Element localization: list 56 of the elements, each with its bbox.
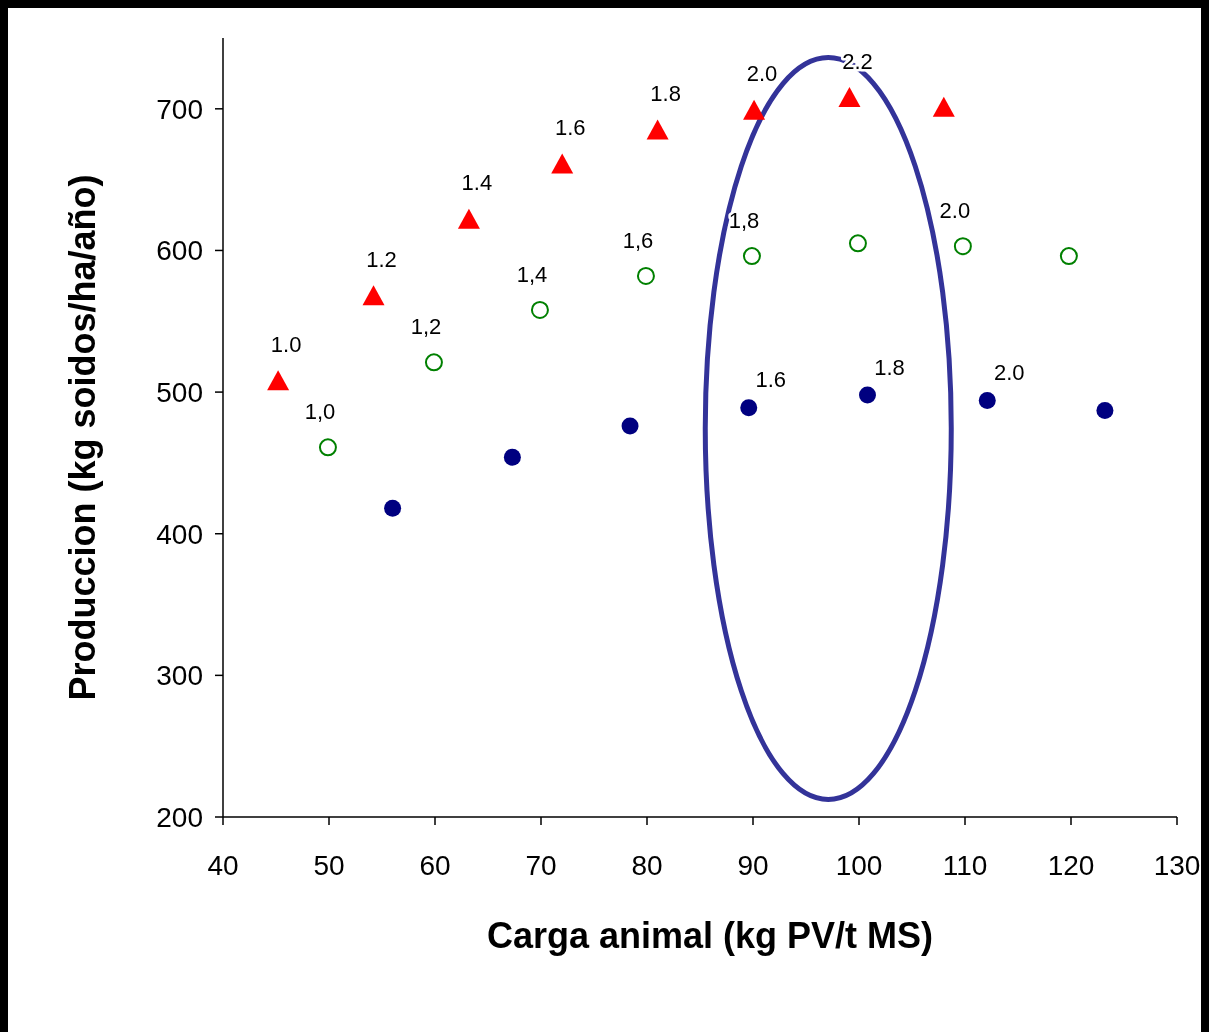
point xyxy=(318,438,337,457)
annotation: 1,8 xyxy=(728,207,760,233)
annotation: 2.0 xyxy=(939,197,971,223)
x-tick-label: 110 xyxy=(942,850,988,881)
x-tick-label: 50 xyxy=(313,850,345,881)
annotation: 1.6 xyxy=(554,115,586,141)
point xyxy=(978,392,996,410)
point xyxy=(858,386,876,404)
x-tick-label: 90 xyxy=(737,850,769,881)
annotation: 1,0 xyxy=(304,399,336,425)
x-tick-label: 40 xyxy=(207,850,239,881)
x-tick-label: 100 xyxy=(835,850,883,881)
y-axis-title: Produccion (kg soidos/ha/año) xyxy=(62,174,103,701)
point xyxy=(953,237,972,256)
y-tick-label: 200 xyxy=(156,801,203,833)
annotation: 1.6 xyxy=(755,367,787,393)
annotation: 1.2 xyxy=(366,246,397,272)
point xyxy=(636,266,655,285)
annotation: 1,2 xyxy=(410,314,442,340)
y-tick-label: 700 xyxy=(156,93,203,125)
point xyxy=(838,86,861,107)
y-tick-label: 400 xyxy=(156,518,203,550)
point xyxy=(551,153,574,174)
annotation: 1.4 xyxy=(461,170,493,196)
y-tick-label: 600 xyxy=(156,235,203,267)
y-tick-label: 500 xyxy=(156,376,203,408)
point xyxy=(530,300,549,319)
point xyxy=(1059,247,1078,266)
point xyxy=(646,119,669,140)
x-axis-title: Carga animal (kg PV/t MS) xyxy=(486,915,934,956)
point xyxy=(932,96,955,117)
x-tick-label: 70 xyxy=(525,850,557,881)
annotation: 1.0 xyxy=(270,331,302,357)
point xyxy=(384,499,402,517)
point xyxy=(457,208,480,229)
annotation: 1.8 xyxy=(874,354,905,380)
x-tick-label: 60 xyxy=(419,850,451,881)
point xyxy=(1096,402,1114,419)
y-tick-label: 300 xyxy=(156,660,203,692)
x-tick-label: 80 xyxy=(631,850,663,881)
point xyxy=(621,417,639,435)
point xyxy=(848,234,867,253)
point xyxy=(362,285,385,306)
x-tick-label: 120 xyxy=(1047,850,1095,881)
annotation: 1,6 xyxy=(622,227,654,253)
annotation: 1.8 xyxy=(650,81,681,107)
annotation: 2.0 xyxy=(746,61,778,87)
annotation: 2.0 xyxy=(993,360,1025,386)
point xyxy=(740,399,758,417)
annotation: 1,4 xyxy=(516,261,548,287)
point xyxy=(743,99,766,120)
point xyxy=(742,247,761,266)
point xyxy=(503,448,521,466)
point xyxy=(267,370,290,391)
x-tick-label: 130 xyxy=(1153,850,1201,881)
point xyxy=(424,353,443,372)
